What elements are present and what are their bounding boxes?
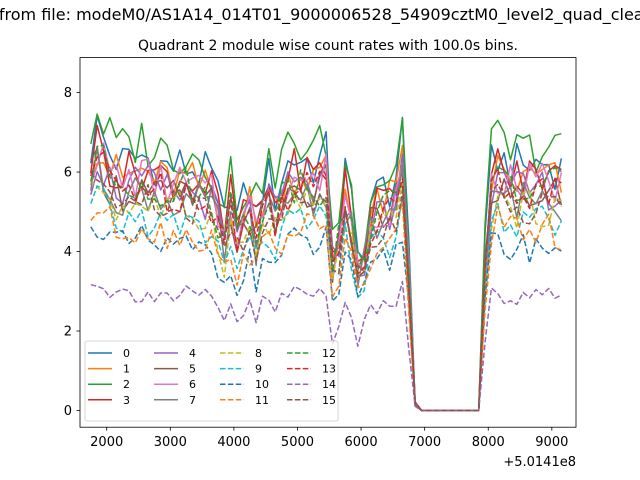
- x-tick-label: 4000: [217, 435, 250, 450]
- series-line-11: [90, 200, 562, 412]
- x-tick-label: 7000: [408, 435, 441, 450]
- x-axis: 2000 3000 4000 5000 6000 7000 8000 9000: [90, 427, 568, 450]
- legend-label-7: 7: [189, 394, 196, 407]
- x-axis-offset-label: +5.0141e8: [503, 455, 576, 470]
- legend-label-15: 15: [322, 394, 336, 407]
- x-tick-label: 6000: [345, 435, 378, 450]
- legend-label-12: 12: [322, 347, 336, 360]
- x-tick-label: 5000: [281, 435, 314, 450]
- series-layer: [90, 113, 563, 412]
- legend-box: [84, 340, 339, 422]
- legend-label-9: 9: [255, 363, 262, 376]
- legend-label-2: 2: [123, 378, 130, 391]
- legend-label-11: 11: [255, 394, 269, 407]
- y-tick-label: 2: [64, 325, 72, 340]
- legend-label-10: 10: [255, 378, 269, 391]
- legend-label-0: 0: [123, 347, 130, 360]
- series-line-14: [90, 280, 562, 412]
- x-tick-label: 2000: [90, 435, 123, 450]
- legend-label-1: 1: [123, 363, 130, 376]
- x-tick-label: 3000: [154, 435, 187, 450]
- y-tick-label: 8: [64, 86, 72, 101]
- y-tick-label: 6: [64, 166, 72, 181]
- legend-label-13: 13: [322, 363, 336, 376]
- y-tick-label: 4: [64, 245, 72, 260]
- legend-label-8: 8: [255, 347, 262, 360]
- legend-label-14: 14: [322, 378, 336, 391]
- y-axis: 0 2 4 6 8: [64, 86, 80, 419]
- x-tick-label: 8000: [472, 435, 505, 450]
- legend-label-4: 4: [189, 347, 196, 360]
- chart-title: Quadrant 2 module wise count rates with …: [138, 38, 518, 54]
- y-tick-label: 0: [64, 404, 72, 419]
- legend-label-6: 6: [189, 378, 196, 391]
- legend-label-5: 5: [189, 363, 196, 376]
- x-tick-label: 9000: [535, 435, 568, 450]
- legend-label-3: 3: [123, 394, 130, 407]
- plot-frame: [79, 57, 577, 428]
- series-line-13: [90, 151, 562, 412]
- series-line-15: [90, 172, 563, 412]
- chart-suptitle: Data from file: modeM0/AS1A14_014T01_900…: [0, 5, 640, 25]
